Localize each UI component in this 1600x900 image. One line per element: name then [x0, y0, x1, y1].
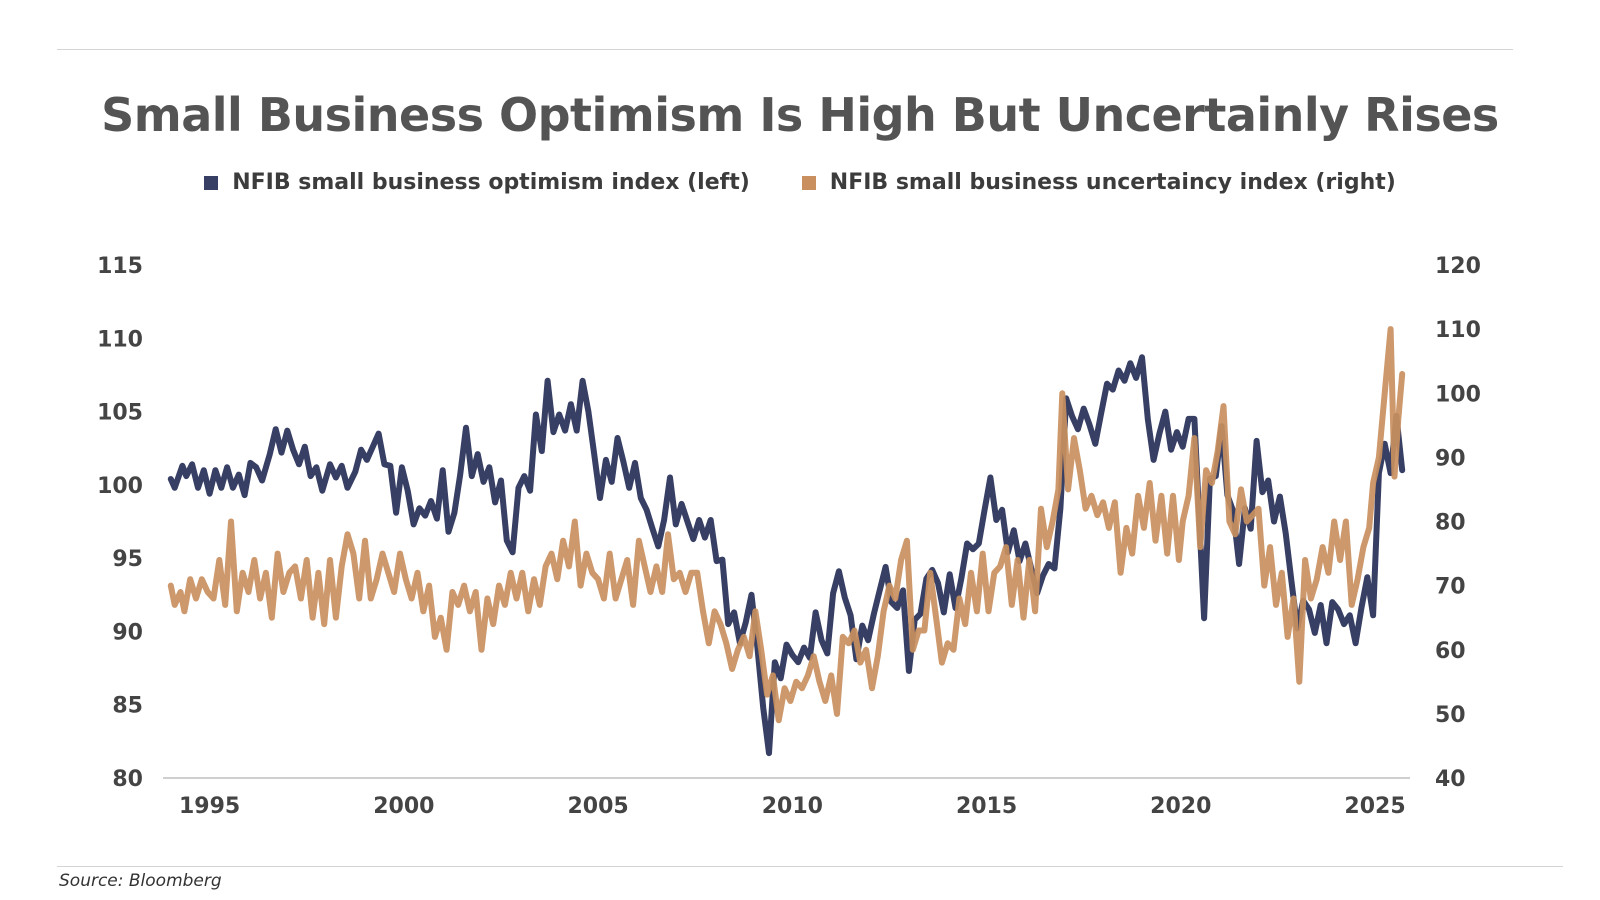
series-layer [167, 326, 1406, 757]
x-tick-label: 2000 [373, 794, 434, 819]
right-y-tick-label: 40 [1435, 767, 1466, 792]
right-y-tick-label: 120 [1435, 254, 1481, 279]
left-y-tick-label: 95 [112, 547, 143, 572]
x-tick-label: 2025 [1344, 794, 1405, 819]
left-y-tick-label: 110 [97, 327, 143, 352]
legend-label-uncertainty: NFIB small business uncertaincy index (r… [829, 170, 1396, 195]
x-tick-label: 2010 [762, 794, 823, 819]
x-tick-label: 2005 [567, 794, 628, 819]
x-tick-label: 2020 [1150, 794, 1211, 819]
right-y-tick-label: 100 [1435, 382, 1481, 407]
right-y-tick-label: 60 [1435, 639, 1466, 664]
legend-swatch-uncertainty [801, 175, 816, 190]
top-divider [57, 49, 1513, 50]
legend-label-optimism: NFIB small business optimism index (left… [232, 170, 750, 195]
left-y-tick-label: 105 [97, 401, 143, 426]
left-y-tick-label: 115 [97, 254, 143, 279]
left-y-tick-label: 100 [97, 474, 143, 499]
legend-item-uncertainty: NFIB small business uncertaincy index (r… [801, 170, 1396, 195]
legend-swatch-optimism [204, 175, 219, 190]
chart-title: Small Business Optimism Is High But Unce… [101, 88, 1499, 142]
left-y-tick-label: 80 [112, 767, 143, 792]
left-y-axis: 80 85 90 95 100 105 110 115 [97, 254, 143, 792]
x-tick-label: 2015 [956, 794, 1017, 819]
right-y-tick-label: 50 [1435, 703, 1466, 728]
x-axis: 1995 2000 2005 2010 2015 2020 2025 [163, 777, 1410, 819]
chart-legend: NFIB small business optimism index (left… [0, 170, 1600, 195]
right-y-tick-label: 110 [1435, 318, 1481, 343]
right-y-tick-label: 70 [1435, 575, 1466, 600]
right-y-axis: 40 50 60 70 80 90 100 110 120 [1435, 254, 1481, 792]
left-y-tick-label: 85 [112, 694, 143, 719]
left-y-tick-label: 90 [112, 620, 143, 645]
source-note: Source: Bloomberg [59, 871, 222, 891]
legend-item-optimism: NFIB small business optimism index (left… [204, 170, 750, 195]
bottom-divider [57, 866, 1563, 867]
uncertainty-series-line [167, 326, 1406, 724]
right-y-tick-label: 90 [1435, 446, 1466, 471]
x-tick-label: 1995 [179, 794, 240, 819]
right-y-tick-label: 80 [1435, 511, 1466, 536]
